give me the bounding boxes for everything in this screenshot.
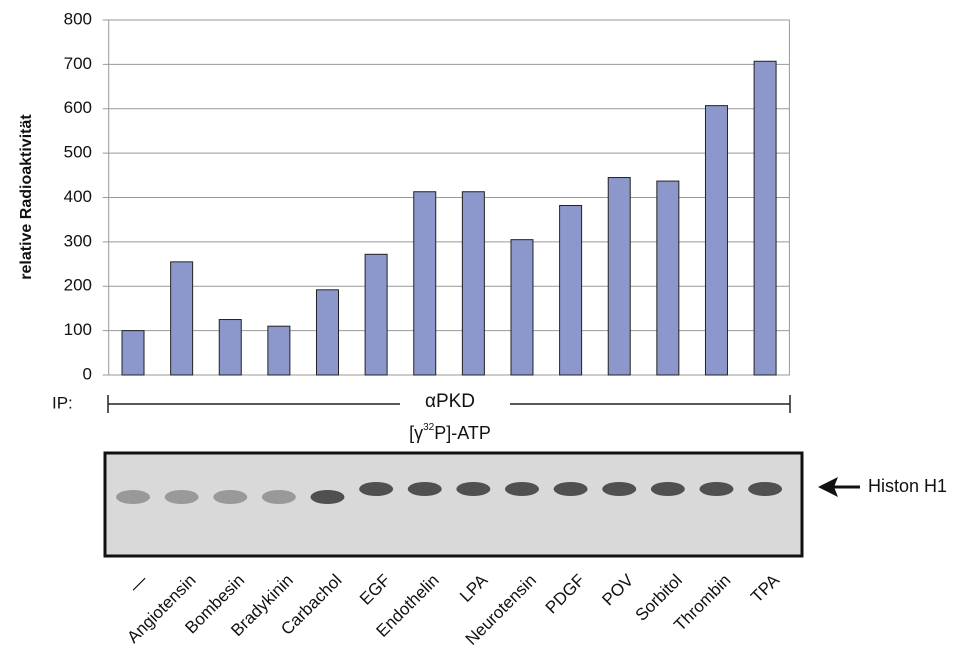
antibody-label: αPKD: [425, 391, 475, 412]
bar: [657, 181, 679, 375]
y-axis-label: relative Radioaktivität: [18, 114, 35, 280]
substrate-part: [γ: [409, 423, 423, 443]
x-tick-label: —: [126, 571, 151, 596]
bar: [219, 320, 241, 375]
substrate-part: P]-ATP: [434, 423, 491, 443]
gel-band: [116, 490, 150, 504]
x-tick-label: EGF: [356, 571, 394, 609]
bar: [705, 106, 727, 375]
gel-band: [456, 482, 490, 496]
gel-band: [505, 482, 539, 496]
bar: [608, 178, 630, 375]
ip-label: IP:: [52, 393, 73, 412]
y-tick-label: 200: [64, 276, 92, 295]
substrate-sup: 32: [423, 422, 435, 433]
bar: [268, 326, 290, 375]
gel-band: [602, 482, 636, 496]
bar: [316, 290, 338, 375]
y-tick-label: 600: [64, 98, 92, 117]
gel: [105, 453, 802, 556]
chart: relative Radioaktivität IP: αPKD [γ32P]-…: [0, 0, 980, 671]
x-tick-label: LPA: [456, 570, 492, 606]
y-tick-label: 700: [64, 54, 92, 73]
gel-band: [359, 482, 393, 496]
y-tick-label: 500: [64, 143, 92, 162]
gel-band: [408, 482, 442, 496]
y-tick-label: 400: [64, 187, 92, 206]
bar: [122, 331, 144, 375]
bar: [560, 205, 582, 375]
bar: [414, 192, 436, 375]
gel-band: [651, 482, 685, 496]
x-tick-label: TPA: [747, 570, 783, 606]
x-tick-label: PDGF: [542, 571, 589, 618]
y-tick-label: 0: [83, 364, 92, 383]
arrow: [818, 477, 860, 497]
gel-band: [748, 482, 782, 496]
bar: [171, 262, 193, 375]
bar: [365, 254, 387, 375]
bar: [754, 61, 776, 375]
gel-band: [165, 490, 199, 504]
gel-band: [554, 482, 588, 496]
substrate-label: [γ32P]-ATP: [409, 422, 491, 443]
bar: [511, 240, 533, 375]
y-tick-label: 300: [64, 231, 92, 250]
gel-band: [213, 490, 247, 504]
x-tick-label: POV: [598, 570, 637, 609]
band-label: Histon H1: [868, 476, 947, 496]
y-tick-label: 100: [64, 320, 92, 339]
gel-band: [262, 490, 296, 504]
gel-band: [310, 490, 344, 504]
gel-band: [699, 482, 733, 496]
bar: [462, 192, 484, 375]
y-tick-label: 800: [64, 9, 92, 28]
